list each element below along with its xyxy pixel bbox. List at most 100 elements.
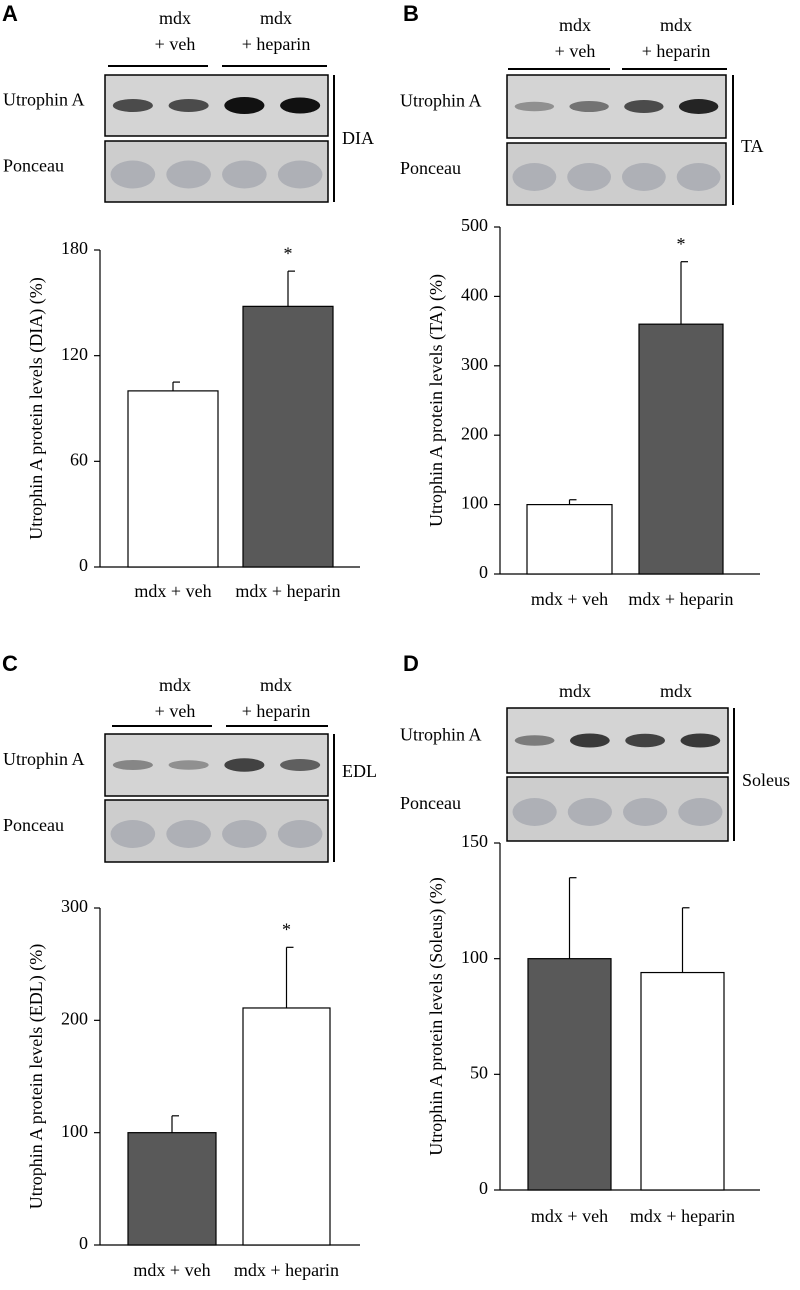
- lane-group-label: mdx: [260, 675, 292, 695]
- y-tick-label: 50: [470, 1062, 488, 1082]
- x-tick-label: mdx + veh: [133, 1260, 210, 1280]
- blot-band: [678, 798, 723, 826]
- blot-row-label: Utrophin A: [3, 90, 85, 110]
- blot-band: [512, 798, 557, 826]
- blot-band: [112, 99, 153, 112]
- blot-band: [678, 99, 719, 114]
- tissue-label: EDL: [342, 761, 377, 781]
- blot-band: [168, 760, 209, 770]
- blot-band: [222, 820, 267, 848]
- bar: [638, 323, 724, 575]
- blot-band: [569, 733, 610, 748]
- y-axis-label: Utrophin A protein levels (EDL) (%): [26, 944, 47, 1209]
- lane-group-label: mdx: [159, 8, 191, 28]
- blot-band: [166, 820, 211, 848]
- blot-band: [567, 163, 612, 191]
- y-tick-label: 300: [461, 354, 488, 374]
- blot-band: [277, 160, 323, 189]
- blot-band: [514, 101, 555, 112]
- tissue-label: Soleus: [742, 770, 790, 790]
- blot-band: [625, 733, 666, 748]
- blot-band: [280, 759, 321, 771]
- blot-band: [512, 163, 557, 191]
- y-tick-label: 60: [70, 449, 88, 469]
- tissue-label: DIA: [342, 128, 374, 148]
- lane-group-label: + heparin: [242, 701, 311, 721]
- y-tick-label: 200: [61, 1008, 88, 1028]
- significance-marker: *: [284, 243, 293, 263]
- tissue-label: TA: [741, 136, 764, 156]
- lane-group-label: mdx: [159, 675, 191, 695]
- x-tick-label: mdx + veh: [531, 589, 608, 609]
- x-tick-label: mdx + heparin: [630, 1206, 735, 1226]
- y-tick-label: 100: [61, 1121, 88, 1141]
- lane-group-label: mdx: [559, 15, 591, 35]
- blot-row-label: Utrophin A: [400, 91, 482, 111]
- y-tick-label: 100: [461, 947, 488, 967]
- y-tick-label: 0: [79, 555, 88, 575]
- bar: [526, 504, 613, 575]
- blot-band: [624, 100, 664, 113]
- bar: [242, 305, 334, 568]
- panel-label: C: [2, 651, 18, 676]
- y-tick-label: 0: [479, 1178, 488, 1198]
- y-tick-label: 0: [479, 562, 488, 582]
- x-tick-label: mdx + heparin: [628, 589, 733, 609]
- y-axis-label: Utrophin A protein levels (Soleus) (%): [426, 877, 447, 1155]
- lane-group-label: mdx: [660, 681, 692, 701]
- blot-band: [224, 758, 265, 772]
- x-tick-label: mdx + heparin: [235, 581, 340, 601]
- significance-marker: *: [677, 234, 686, 254]
- y-tick-label: 120: [61, 344, 88, 364]
- lane-group-label: mdx: [660, 15, 692, 35]
- blot-band: [621, 163, 666, 191]
- blot-band: [110, 160, 156, 189]
- blot-row-label: Ponceau: [3, 815, 64, 835]
- blot-band: [166, 160, 211, 189]
- blot-band: [224, 97, 265, 114]
- blot-row-label: Utrophin A: [3, 749, 85, 769]
- lane-group-label: + veh: [155, 701, 196, 721]
- y-axis-label: Utrophin A protein levels (TA) (%): [426, 274, 447, 527]
- y-tick-label: 400: [461, 285, 488, 305]
- y-tick-label: 100: [461, 493, 488, 513]
- x-tick-label: mdx + veh: [134, 581, 211, 601]
- panel-label: D: [403, 651, 419, 676]
- x-tick-label: mdx + veh: [531, 1206, 608, 1226]
- y-tick-label: 300: [61, 896, 88, 916]
- blot-band: [168, 99, 209, 112]
- y-tick-label: 500: [461, 215, 488, 235]
- lane-group-label: + heparin: [642, 41, 711, 61]
- blot-band: [676, 163, 721, 191]
- blot-band: [514, 735, 555, 746]
- blot-band: [623, 798, 668, 826]
- bar: [127, 1132, 217, 1246]
- blot-band: [569, 101, 609, 112]
- panel-label: A: [2, 1, 18, 26]
- lane-group-label: + veh: [155, 34, 196, 54]
- y-tick-label: 180: [61, 238, 88, 258]
- bar: [527, 958, 612, 1191]
- bar: [242, 1007, 331, 1246]
- blot-row-label: Ponceau: [400, 158, 461, 178]
- blot-band: [110, 820, 156, 848]
- blot-row-label: Utrophin A: [400, 725, 482, 745]
- blot-band: [280, 97, 321, 114]
- blot-band: [567, 798, 612, 826]
- bar: [640, 971, 725, 1191]
- panel-label: B: [403, 1, 419, 26]
- lane-group-label: mdx: [559, 681, 591, 701]
- blot-row-label: Ponceau: [3, 156, 64, 176]
- lane-group-label: + veh: [555, 41, 596, 61]
- lane-group-label: + heparin: [242, 34, 311, 54]
- y-tick-label: 150: [461, 831, 488, 851]
- lane-group-label: mdx: [260, 8, 292, 28]
- blot-band: [222, 160, 267, 189]
- y-axis-label: Utrophin A protein levels (DIA) (%): [26, 277, 47, 539]
- y-tick-label: 0: [79, 1233, 88, 1253]
